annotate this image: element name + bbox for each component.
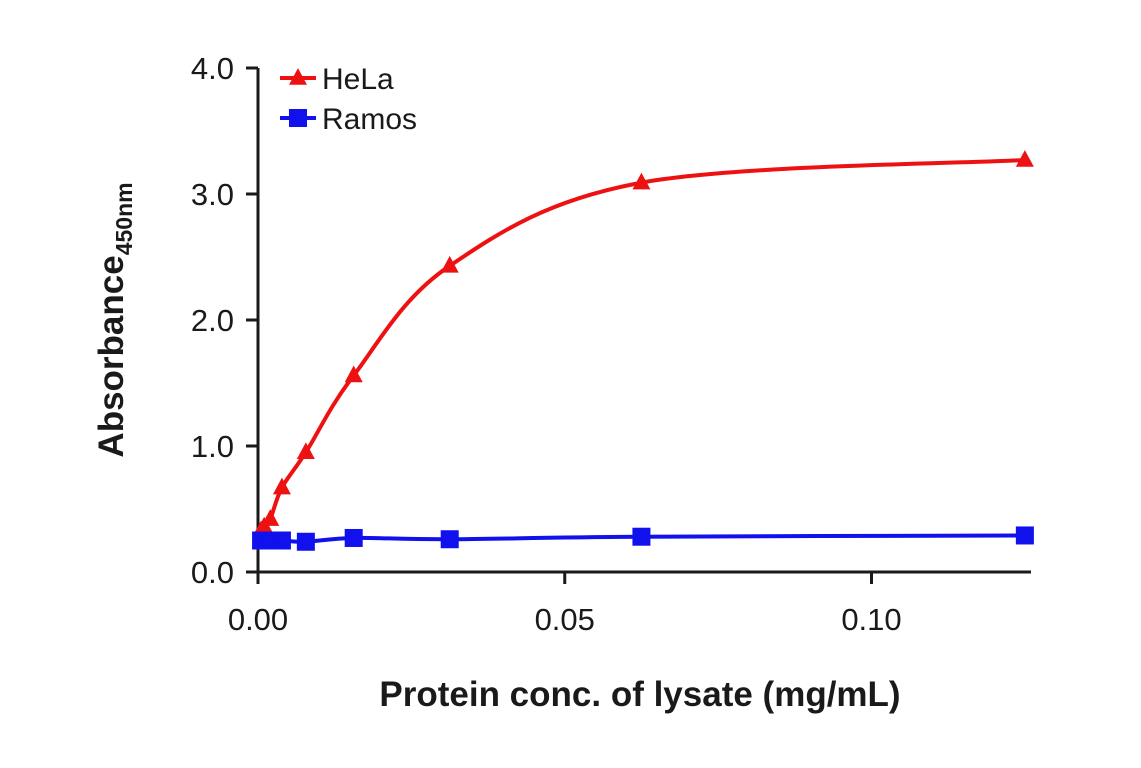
legend-item-ramos: Ramos — [280, 103, 417, 136]
legend-label: Ramos — [322, 103, 417, 136]
data-point-hela — [632, 172, 651, 190]
legend-marker — [289, 68, 307, 85]
series-line-hela — [259, 157, 1027, 533]
svg-text:Absorbance450nm: Absorbance450nm — [92, 182, 137, 457]
data-point-ramos — [296, 532, 315, 551]
data-point-ramos — [344, 528, 363, 547]
y-axis-title: Absorbance450nm — [92, 182, 137, 457]
y-tick-label: 3.0 — [191, 177, 234, 212]
data-point-hela — [1015, 150, 1034, 167]
x-tick-label: 0.05 — [535, 602, 595, 637]
legend-label: HeLa — [322, 63, 394, 96]
y-axis-title-subscript: 450nm — [111, 182, 137, 255]
x-tick-label: 0.00 — [228, 602, 288, 637]
x-ticks: 0.00 0.05 0.10 — [228, 572, 902, 637]
axes — [256, 68, 1031, 574]
data-point-hela — [296, 442, 315, 460]
series-ramos — [252, 526, 1034, 551]
y-tick-label: 2.0 — [191, 303, 234, 338]
legend-item-hela: HeLa — [280, 63, 394, 96]
data-point-hela — [440, 255, 459, 273]
data-point-ramos — [440, 530, 459, 549]
legend-marker — [289, 109, 307, 127]
y-ticks: 0.0 1.0 2.0 3.0 4.0 — [191, 51, 258, 590]
legend: HeLa Ramos — [280, 63, 417, 136]
x-tick-label: 0.10 — [841, 602, 901, 637]
data-point-hela — [344, 365, 363, 383]
data-point-ramos — [272, 531, 291, 550]
series-hela — [252, 150, 1034, 538]
y-tick-label: 1.0 — [191, 429, 234, 464]
series-layer — [252, 150, 1034, 551]
data-point-ramos — [632, 527, 651, 546]
data-point-hela — [272, 477, 291, 495]
x-axis-title: Protein conc. of lysate (mg/mL) — [379, 675, 900, 714]
data-point-ramos — [1015, 526, 1034, 545]
y-tick-label: 0.0 — [191, 555, 234, 590]
data-point-hela — [261, 509, 280, 526]
y-axis-title-main: Absorbance — [92, 255, 131, 457]
y-tick-label: 4.0 — [191, 51, 234, 86]
